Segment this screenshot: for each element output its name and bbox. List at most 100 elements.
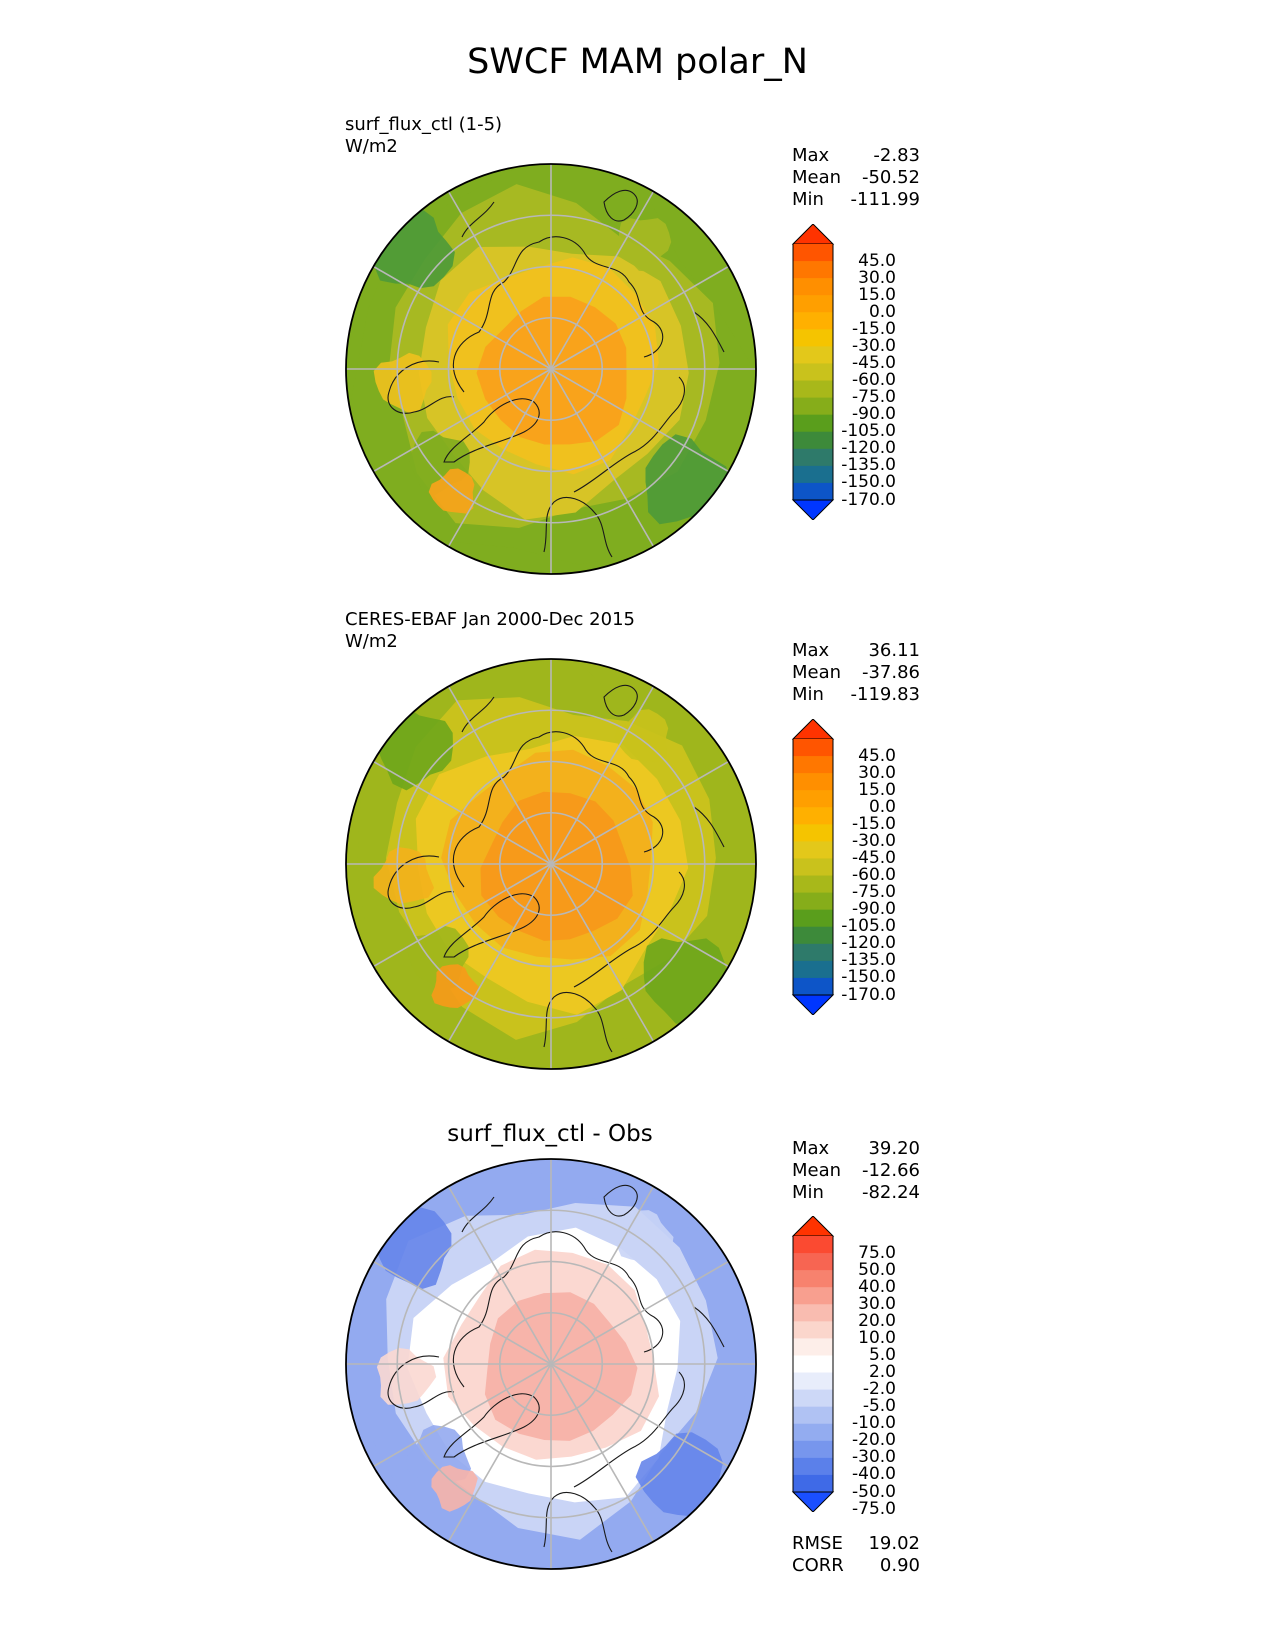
- coastline: [693, 1306, 725, 1348]
- colorbar-swatch: [793, 926, 833, 945]
- colorbar: [791, 1216, 835, 1512]
- coastline: [387, 855, 455, 909]
- stat-min: Min -119.83: [792, 684, 920, 705]
- coastline: [543, 992, 613, 1053]
- colorbar-tick-label: -40.0: [852, 1464, 896, 1485]
- colorbar-tick-label: 0.0: [868, 796, 896, 817]
- stats-box: Max 39.20 Mean -12.66 Min -82.24: [792, 1138, 920, 1204]
- colorbar-swatch: [793, 858, 833, 877]
- stat-mean: Mean -12.66: [792, 1160, 920, 1181]
- colorbar-extend-high: [791, 224, 835, 245]
- colorbar-tick-label: 45.0: [858, 745, 896, 766]
- coastline: [443, 1393, 540, 1458]
- colorbar-swatch: [793, 892, 833, 911]
- colorbar-tick-label: -135.0: [841, 950, 896, 971]
- stat-max: Max 36.11: [792, 640, 920, 661]
- coastline: [461, 201, 495, 238]
- colorbar-tick-label: -5.0: [862, 1396, 896, 1417]
- field-patch: [428, 468, 475, 514]
- colorbar-swatch: [793, 943, 833, 962]
- colorbar-tick-label: 10.0: [858, 1327, 896, 1348]
- colorbar-labels: 75.0 50.0 40.0 30.0 20.0 10.0 5.0 2.0 -2.0 -5.0 -1…: [836, 1216, 896, 1517]
- colorbar-tick-label: -60.0: [852, 370, 896, 391]
- colorbar-tick-label: -60.0: [852, 865, 896, 886]
- coastline: [452, 1231, 664, 1388]
- colorbar: [791, 224, 835, 520]
- colorbar-extend-high: [791, 1216, 835, 1237]
- colorbar-extend-low: [791, 994, 835, 1015]
- colorbar-tick-label: -15.0: [852, 318, 896, 339]
- map-boundary: [345, 658, 757, 1070]
- polar-map-model: [345, 163, 757, 575]
- colorbar-swatch: [793, 756, 833, 774]
- colorbar-tick-label: 30.0: [858, 762, 896, 783]
- colorbar-swatch: [793, 1440, 833, 1459]
- colorbar-tick-label: -105.0: [841, 421, 896, 442]
- field-layer: [346, 659, 756, 1069]
- colorbar-swatch: [793, 465, 833, 484]
- panel-title-diff: surf_flux_ctl - Obs: [447, 1121, 653, 1147]
- panel-model: surf_flux_ctl (1-5) W/m2 Max -2.83 Mean -5…: [0, 0, 1275, 575]
- colorbar-extend-low: [791, 499, 835, 520]
- colorbar-extend-low: [791, 1491, 835, 1512]
- colorbar-tick-label: -20.0: [852, 1430, 896, 1451]
- coastline: [693, 806, 725, 848]
- colorbar-labels: 45.0 30.0 15.0 0.0 -15.0 -30.0 -45.0 -60.0 -75.0…: [836, 719, 896, 1015]
- panel-title-obs: CERES-EBAF Jan 2000-Dec 2015 W/m2: [345, 609, 635, 653]
- colorbar-labels: 45.0 30.0 15.0 0.0 -15.0 -30.0 -45.0 -60.0 -75.0…: [836, 224, 896, 520]
- meridian-line: [550, 863, 729, 968]
- colorbar-swatch: [793, 278, 833, 296]
- panel-title-model: surf_flux_ctl (1-5) W/m2: [345, 114, 502, 158]
- colorbar-swatch: [793, 739, 833, 757]
- coastline: [452, 731, 664, 888]
- colorbar-swatch: [793, 312, 833, 330]
- coastline: [573, 1371, 685, 1488]
- field-patch: [376, 1348, 437, 1405]
- colorbar-tick-label: 40.0: [858, 1276, 896, 1297]
- meridian-line: [550, 1363, 729, 1468]
- colorbar-swatch: [793, 1389, 833, 1408]
- colorbar-tick-label: 5.0: [868, 1344, 896, 1365]
- coastline: [603, 189, 638, 222]
- coastline: [461, 696, 495, 733]
- colorbar-swatch: [793, 790, 833, 808]
- coastline: [443, 893, 540, 958]
- stat-max: Max -2.83: [792, 145, 920, 166]
- meridian-line: [550, 760, 729, 865]
- colorbar-swatch: [793, 1270, 833, 1288]
- meridian-line: [373, 1363, 552, 1468]
- colorbar-swatch: [793, 909, 833, 928]
- colorbar-swatch: [793, 295, 833, 313]
- colorbar-swatch: [793, 773, 833, 791]
- colorbar-tick-label: -30.0: [852, 1447, 896, 1468]
- coastline: [573, 376, 685, 493]
- coastline: [543, 497, 613, 558]
- meridian-line: [447, 686, 552, 865]
- field-contour: [484, 1292, 638, 1441]
- panel-title-line1: surf_flux_ctl (1-5): [345, 114, 503, 135]
- stat-corr: CORR 0.90: [792, 1555, 920, 1576]
- colorbar-swatch: [793, 841, 833, 859]
- colorbar-tick-label: -120.0: [841, 438, 896, 459]
- colorbar-swatch: [793, 1236, 833, 1254]
- colorbar-tick-label: -90.0: [852, 404, 896, 425]
- colorbar-tick-label: -90.0: [852, 899, 896, 920]
- colorbar-tick-label: -2.0: [862, 1379, 896, 1400]
- colorbar-swatch: [793, 431, 833, 450]
- colorbar-tick-label: -135.0: [841, 455, 896, 476]
- meridian-line: [550, 863, 655, 1042]
- colorbar-tick-label: -120.0: [841, 933, 896, 954]
- colorbar-swatch: [793, 482, 833, 501]
- colorbar-tick-label: -150.0: [841, 472, 896, 493]
- meridian-line: [373, 863, 552, 968]
- polar-map-diff: [345, 1158, 757, 1570]
- coastline: [603, 1184, 638, 1217]
- field-patch: [617, 1210, 674, 1262]
- field-layer: [346, 164, 756, 574]
- meridian-line: [447, 1186, 552, 1365]
- colorbar-swatch: [793, 1372, 833, 1391]
- colorbar-tick-label: -30.0: [852, 335, 896, 356]
- field-patch: [431, 964, 479, 1008]
- map-boundary: [345, 163, 757, 575]
- colorbar-swatch: [793, 1287, 833, 1305]
